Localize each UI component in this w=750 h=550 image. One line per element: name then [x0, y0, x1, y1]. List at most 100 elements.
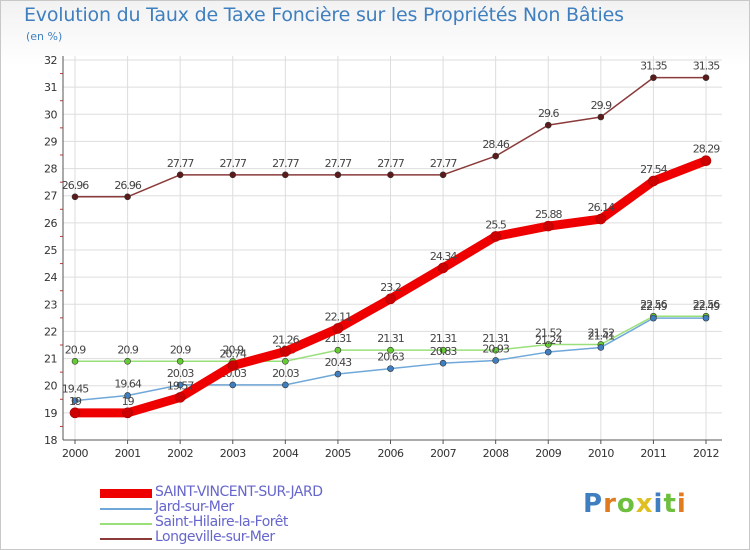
data-point — [71, 357, 79, 365]
data-point — [542, 220, 554, 232]
data-point — [387, 346, 394, 354]
data-point — [174, 392, 186, 403]
data-point — [229, 381, 237, 389]
x-tick-label: 2003 — [220, 447, 246, 460]
x-tick-label: 2001 — [115, 447, 141, 460]
x-tick-label: 2002 — [167, 447, 193, 460]
data-point — [544, 348, 552, 356]
data-point — [648, 175, 659, 187]
data-label: 27.77 — [325, 157, 352, 170]
data-label: 20.03 — [272, 367, 299, 380]
data-label: 19.57 — [167, 379, 194, 392]
proxiti-logo: Proxiti — [583, 489, 687, 519]
series-3: 26.96 26.96 27.77 27.77 27.77 27.77 27.77 27.77… — [62, 60, 721, 201]
y-tick-label: 18 — [44, 434, 57, 447]
data-label: 19.45 — [62, 383, 89, 396]
data-label: 20.9 — [170, 343, 191, 356]
data-label: 27.54 — [640, 163, 667, 176]
x-tick-label: 2004 — [272, 447, 298, 460]
data-point — [597, 344, 605, 351]
data-label: 29.6 — [538, 107, 559, 120]
data-label: 22.49 — [693, 300, 720, 313]
data-label: 20.63 — [377, 351, 404, 364]
legend-swatch-longeville — [100, 538, 152, 540]
x-tick-label: 2009 — [535, 447, 561, 460]
data-label: 20.03 — [167, 367, 194, 380]
y-tick-label: 23 — [44, 298, 57, 311]
data-label: 21.24 — [535, 334, 562, 347]
data-label: 21.31 — [377, 332, 404, 345]
data-label: 22.56 — [640, 298, 667, 311]
data-point — [439, 346, 447, 354]
data-label: 23.2 — [380, 281, 401, 294]
data-label: 21.52 — [588, 326, 615, 339]
data-label: 27.77 — [377, 157, 404, 170]
y-tick-label: 25 — [44, 244, 57, 257]
legend-label-saint-vincent: SAINT-VINCENT-SUR-JARD — [155, 484, 323, 500]
data-label: 20.9 — [117, 343, 138, 356]
data-label: 20.74 — [220, 348, 247, 361]
data-point — [544, 121, 552, 129]
data-label: 26.96 — [114, 179, 141, 192]
data-point — [387, 365, 394, 372]
x-tick-label: 2005 — [325, 447, 351, 460]
legend-label-longeville: Longeville-sur-Mer — [155, 529, 275, 545]
data-label: 20.9 — [65, 343, 86, 356]
data-label: 20.9 — [223, 343, 244, 356]
logo-letter: r — [603, 489, 617, 519]
data-point — [334, 171, 342, 179]
data-label: 20.83 — [430, 345, 457, 358]
data-point — [492, 152, 499, 160]
data-point — [124, 193, 131, 201]
x-tick-label: 2008 — [483, 447, 509, 460]
y-tick-label: 28 — [44, 163, 57, 176]
series-0: 19 19 19.57 20.74 21.26 22.11 23.2 24.34 25.5 25.… — [69, 143, 721, 419]
data-point — [700, 155, 712, 166]
y-tick-label: 31 — [44, 81, 57, 94]
data-label: 21.52 — [535, 326, 562, 339]
data-point — [122, 407, 133, 419]
data-point — [492, 346, 499, 354]
legend-label-jard-sur-mer: Jard-sur-Mer — [155, 499, 234, 515]
x-tick-label: 2006 — [378, 447, 404, 460]
data-label: 31.35 — [693, 60, 720, 73]
data-point — [71, 397, 79, 404]
y-tick-label: 27 — [44, 190, 57, 203]
chart-title: Evolution du Taux de Taxe Foncière sur l… — [24, 4, 624, 26]
data-point — [282, 381, 289, 389]
data-point — [702, 314, 710, 322]
data-point — [176, 357, 184, 365]
data-label: 26.14 — [588, 201, 615, 214]
logo-letter: i — [653, 489, 664, 519]
y-tick-label: 32 — [44, 54, 57, 67]
x-tick-label: 2012 — [693, 447, 719, 460]
data-point — [597, 113, 605, 121]
y-tick-label: 29 — [44, 135, 57, 148]
data-label: 22.11 — [325, 310, 352, 323]
data-label: 20.43 — [325, 356, 352, 369]
y-tick-label: 30 — [44, 108, 57, 121]
data-point — [71, 193, 79, 201]
data-label: 28.29 — [693, 143, 720, 156]
data-point — [490, 231, 501, 242]
data-point — [595, 213, 607, 225]
legend-label-saint-hilaire: Saint-Hilaire-la-Forêt — [155, 514, 288, 530]
y-tick-label: 19 — [44, 407, 57, 420]
x-tick-label: 2010 — [588, 447, 614, 460]
x-tick-label: 2011 — [640, 447, 666, 460]
data-label: 22.49 — [640, 300, 667, 313]
data-label: 26.96 — [62, 179, 89, 192]
y-tick-label: 26 — [44, 217, 57, 230]
data-label: 21.26 — [272, 334, 299, 347]
y-tick-label: 22 — [44, 325, 57, 338]
logo-letter: i — [676, 489, 687, 519]
data-point — [229, 171, 237, 179]
y-tick-label: 24 — [44, 271, 57, 284]
data-point — [124, 357, 131, 365]
data-label: 25.5 — [485, 218, 506, 231]
data-point — [702, 74, 710, 81]
data-label: 29.9 — [591, 99, 612, 112]
y-tick-label: 20 — [44, 380, 57, 393]
data-label: 20.93 — [482, 342, 509, 355]
